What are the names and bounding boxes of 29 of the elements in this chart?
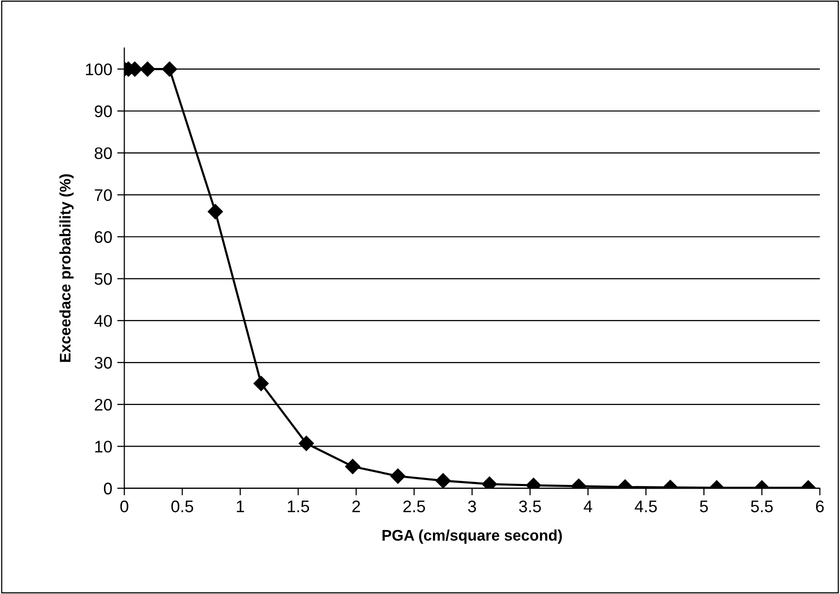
y-tick-label: 40 [94, 314, 112, 327]
y-tick-label: 50 [94, 273, 112, 285]
y-tick-label: 0 [104, 482, 112, 494]
x-axis-title: PGA (cm/square second) [382, 530, 562, 544]
point [208, 204, 223, 220]
x-tick-label: 6 [816, 500, 824, 512]
point [162, 62, 178, 77]
x-tick-label: 3.5 [519, 500, 541, 512]
x-tick-label: 5.5 [750, 500, 773, 512]
y-tick-label: 20 [94, 398, 112, 411]
y-tick-label: 80 [94, 147, 112, 160]
y-axis-title: Exceedace probability (%) [59, 174, 74, 362]
x-tick-label: 0 [120, 500, 128, 512]
x-tick-label: 1 [236, 500, 244, 512]
x-tick-label: 0.5 [171, 500, 194, 512]
y-tick-label: 10 [95, 440, 112, 453]
point [140, 62, 156, 77]
y-tick-label: 100 [86, 63, 112, 76]
x-tick-label: 2.5 [403, 500, 426, 512]
x-tick-label: 3 [468, 500, 476, 512]
y-tick-label: 90 [94, 105, 112, 118]
x-tick-label: 2 [352, 500, 360, 512]
x-tick-label: 4 [584, 500, 592, 512]
x-tick-label: 1.5 [288, 500, 310, 512]
x-tick-label: 5 [700, 500, 708, 512]
y-tick-label: 60 [94, 231, 112, 243]
y-tick-label: 70 [94, 189, 112, 202]
y-tick-label: 30 [94, 356, 112, 369]
x-tick-label: 4.5 [634, 500, 657, 512]
